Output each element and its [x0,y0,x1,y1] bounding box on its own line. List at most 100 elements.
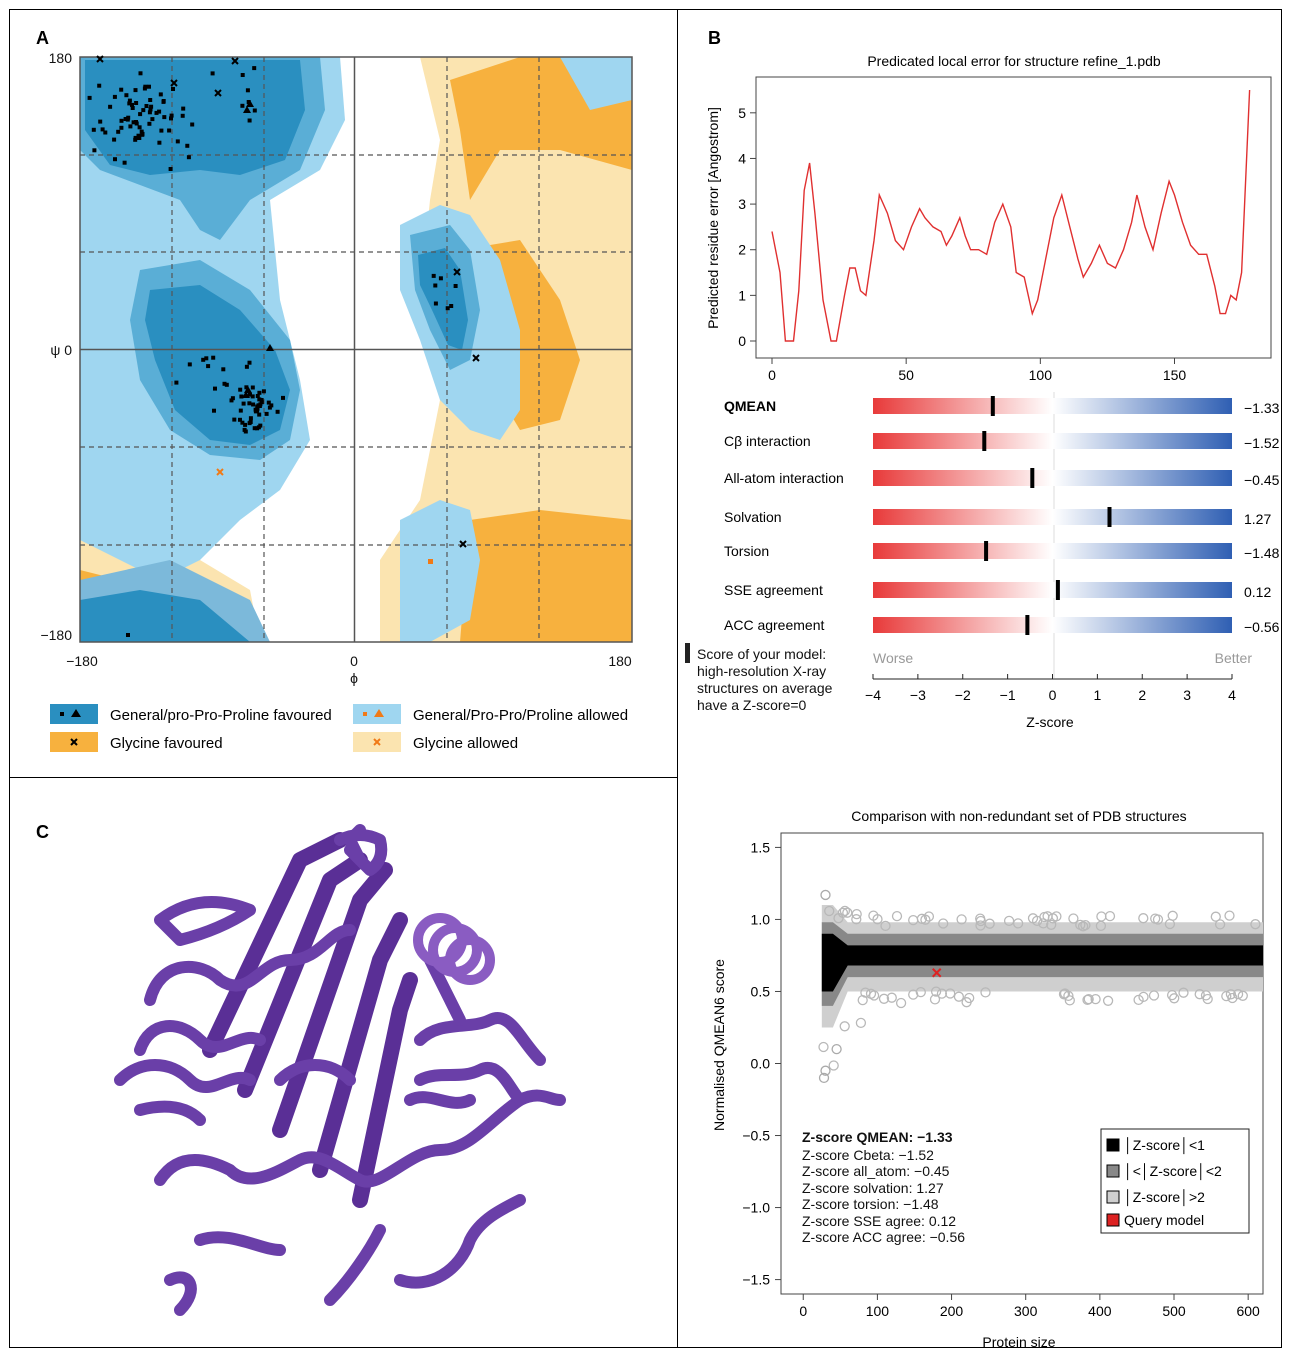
residue-point [112,94,117,99]
qmean-row-value: −0.45 [1244,472,1280,488]
qmean-row-marker [1025,615,1030,635]
outlier-point [938,918,949,929]
qmean-zscore-bars: QMEAN −1.33 Cβ interaction −1.52 All-atom in… [685,392,1280,730]
outlier-point [868,990,880,1001]
residue-point [229,398,234,403]
outlier-point [1138,913,1149,924]
residue-point [212,408,216,413]
z-tick-label: 4 [1228,687,1236,703]
qmean-row-value: 0.12 [1244,584,1271,600]
x-tick-label: 50 [898,367,914,383]
local-error-line-chart: Predicated local error for structure ref… [705,53,1272,383]
legend-label-z2: │<│Z-score│<2 [1124,1163,1222,1181]
residue-point [230,396,235,401]
legend-marker-x [70,738,78,746]
residue-point [174,380,179,385]
residue-point [144,104,149,108]
residue-point [167,128,172,133]
qmean-row-marker [984,541,989,561]
residue-point [139,129,144,134]
residue-point [142,86,147,91]
residue-point [133,137,138,142]
residue-point [264,411,269,416]
panel-label-a: A [36,28,49,48]
residue-point [91,127,96,132]
outlier-point [1227,992,1238,1004]
outlier-point [936,988,948,999]
qmean-row-value: −1.33 [1244,400,1280,416]
outlier-point [1214,919,1226,930]
residue-point [248,420,253,424]
x-tick-label: 500 [1162,1303,1186,1319]
note-line-3: structures on average [697,680,833,696]
line-chart-ylabel: Predicted residue error [Angostrom] [705,107,721,329]
outlier-point [1148,990,1160,1001]
residue-point [255,394,260,398]
legend-marker-square [60,712,64,716]
qmean-row-bar [873,617,1232,633]
x-tick-left: −180 [66,653,98,669]
legend-marker-triangle [374,709,384,717]
protein-ribbon-image [114,824,566,1316]
z-tick-label: 0 [1049,687,1057,703]
residue-point [140,132,145,137]
qmean-row-marker [990,396,995,416]
outlier-point [818,1072,830,1084]
proline-point [246,100,254,107]
zscore-annotations: Z-score QMEAN: −1.33 Z-score Cbeta: −1.5… [802,1129,965,1245]
residue-point [147,110,152,115]
residue-point [250,394,255,399]
legend-label-query: Query model [1124,1212,1204,1228]
scatter-title: Comparison with non-redundant set of PDB… [851,808,1186,824]
annotation-qmean: Z-score QMEAN: −1.33 [802,1129,953,1145]
outlier-point [923,911,935,922]
outlier-point [1046,919,1057,930]
residue-point [267,405,272,410]
residue-point [281,395,285,400]
z-tick-label: −2 [955,687,971,703]
proline-point [243,106,251,113]
qmean-row-label: SSE agreement [724,582,823,598]
qmean-row-bar [873,509,1232,525]
x-tick-label: 150 [1163,367,1187,383]
residue-point [161,99,166,104]
residue-point [238,387,243,392]
qmean-row-label: All-atom interaction [724,470,844,486]
outlier-point [891,910,903,922]
residue-point [108,104,113,109]
outlier-point [1152,914,1164,925]
residue-point [255,426,260,431]
note-line-2: high-resolution X-ray [697,663,826,679]
residue-point [247,118,252,123]
qmean-row-bar [873,470,1232,486]
residue-point [238,408,243,413]
residue-point [171,87,175,91]
qmean-row-label: QMEAN [724,398,776,414]
outlier-point [1166,989,1178,1001]
residue-point [256,403,261,408]
residue-point [269,403,274,408]
residue-point [157,140,162,145]
scatter-ticks: 0 100 200 300 400 500 600 1.5 1.0 0.5 0.0 −0.5 −1.0 −… [742,839,1260,1319]
residue-point [211,355,216,360]
outlier-point [908,914,919,926]
outlier-point [980,987,991,998]
residue-point [116,129,121,134]
qmean-row-value: 1.27 [1244,511,1271,527]
qmean-row-label: ACC agreement [724,617,824,633]
legend-marker-triangle [71,709,81,717]
residue-point [138,112,143,117]
y-tick-mid: ψ 0 [50,342,72,358]
y-tick-label: 3 [738,196,746,212]
outlier-point [1178,987,1189,998]
outlier-point [842,907,853,918]
residue-point [113,157,117,162]
outlier-point [868,910,879,921]
residue-point [147,121,152,126]
outlier-point [1080,919,1091,931]
y-tick-top: 180 [49,50,73,66]
legend-swatch-z3 [1106,1190,1120,1204]
pdb-comparison-scatter: Comparison with non-redundant set of PDB… [711,808,1264,1350]
density-band [821,933,1263,992]
